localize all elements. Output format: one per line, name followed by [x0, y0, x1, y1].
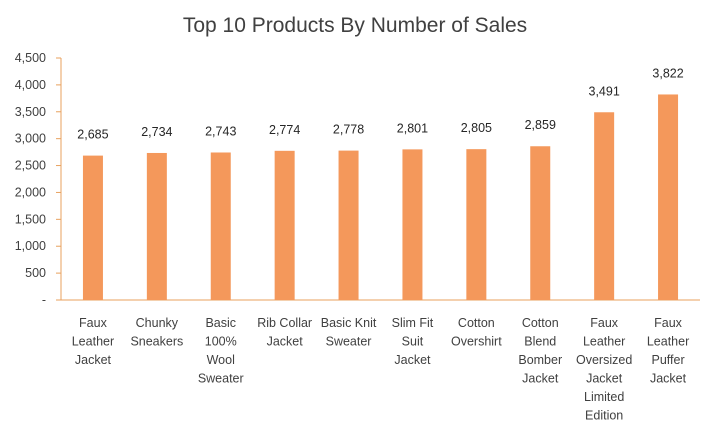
data-labels: 2,685 2,734 2,743 2,774 2,778 2,801 2,805 2,859…: [77, 66, 683, 141]
bar: [274, 150, 295, 300]
data-label: 2,805: [461, 121, 492, 135]
data-label: 2,778: [333, 123, 364, 137]
data-label: 3,491: [589, 84, 620, 98]
bar: [658, 94, 679, 300]
x-tick-label: Faux Leather Jacket: [72, 316, 114, 367]
x-tick-label-line: Faux: [654, 316, 683, 330]
bar: [530, 146, 551, 300]
x-tick-label-line: Edition: [585, 409, 623, 423]
x-tick-label-line: Basic Knit: [321, 316, 377, 330]
bar: [338, 150, 359, 300]
y-tick-label: 4,500: [15, 51, 46, 65]
bars: [82, 94, 679, 300]
x-tick-label-line: Leather: [583, 335, 625, 349]
bar: [594, 112, 615, 300]
x-tick-label: Cotton Overshirt: [451, 316, 502, 349]
x-tick-label-line: Rib Collar: [257, 316, 312, 330]
y-tick-label: 4,000: [15, 78, 46, 92]
x-tick-label: Basic Knit Sweater: [321, 316, 377, 349]
y-axis: - 500 1,000 1,500 2,000 2,500 3,000 3,500 4,000 4…: [15, 51, 62, 307]
bar: [82, 155, 103, 300]
data-label: 2,774: [269, 123, 300, 137]
x-tick-label: Cotton Blend Bomber Jacket: [518, 316, 562, 386]
x-tick-label-line: Oversized: [576, 353, 632, 367]
data-label: 2,859: [525, 118, 556, 132]
x-tick-labels: Faux Leather Jacket Chunky Sneakers Basic 100%…: [72, 316, 690, 423]
x-tick-label-line: Limited: [584, 390, 624, 404]
data-label: 2,743: [205, 124, 236, 138]
x-tick-label-line: Sweater: [198, 372, 244, 386]
x-tick-label-line: Faux: [79, 316, 108, 330]
x-tick-label-line: Suit: [402, 335, 424, 349]
x-tick-label: Faux Leather Oversized Jacket Limited Edition: [576, 316, 632, 423]
x-tick-label-line: Wool: [207, 353, 235, 367]
y-tick-label: 500: [25, 266, 46, 280]
x-tick-label: Rib Collar Jacket: [257, 316, 312, 349]
bar: [146, 152, 167, 300]
x-tick-label-line: Faux: [590, 316, 619, 330]
data-label: 2,734: [141, 125, 172, 139]
x-tick-label-line: Overshirt: [451, 335, 502, 349]
y-tick-label: 1,500: [15, 212, 46, 226]
x-tick-label-line: Jacket: [650, 372, 687, 386]
x-tick-label: Chunky Sneakers: [130, 316, 183, 349]
bar: [402, 149, 423, 300]
data-label: 3,822: [652, 66, 683, 80]
x-tick-label-line: Chunky: [136, 316, 179, 330]
x-tick-label-line: Leather: [72, 335, 114, 349]
x-tick-label-line: Blend: [524, 335, 556, 349]
bar: [466, 149, 487, 300]
y-tick-label: 3,500: [15, 105, 46, 119]
x-tick-label: Slim Fit Suit Jacket: [392, 316, 434, 367]
x-tick-label-line: Bomber: [518, 353, 562, 367]
y-tick-label: 2,500: [15, 159, 46, 173]
x-tick-label-line: Jacket: [394, 353, 431, 367]
x-tick-label: Faux Leather Puffer Jacket: [647, 316, 689, 386]
x-tick-label-line: Slim Fit: [392, 316, 434, 330]
y-tick-label: 3,000: [15, 132, 46, 146]
x-tick-label-line: Basic: [205, 316, 236, 330]
x-tick-label-line: 100%: [205, 335, 237, 349]
data-label: 2,685: [77, 128, 108, 142]
data-label: 2,801: [397, 121, 428, 135]
x-tick-label-line: Leather: [647, 335, 689, 349]
chart-title: Top 10 Products By Number of Sales: [183, 14, 527, 37]
x-tick-label-line: Puffer: [651, 353, 684, 367]
x-tick-label-line: Jacket: [267, 335, 304, 349]
x-tick-label-line: Jacket: [75, 353, 112, 367]
y-tick-label: 1,000: [15, 239, 46, 253]
bar: [210, 152, 231, 300]
y-tick-label: 2,000: [15, 185, 46, 199]
x-tick-label-line: Cotton: [458, 316, 495, 330]
x-tick-label-line: Jacket: [522, 372, 559, 386]
x-tick-label-line: Sneakers: [130, 335, 183, 349]
x-tick-label-line: Sweater: [326, 335, 372, 349]
x-tick-label-line: Jacket: [586, 372, 623, 386]
x-tick-label: Basic 100% Wool Sweater: [198, 316, 244, 386]
y-tick-label: -: [42, 293, 46, 307]
x-tick-label-line: Cotton: [522, 316, 559, 330]
